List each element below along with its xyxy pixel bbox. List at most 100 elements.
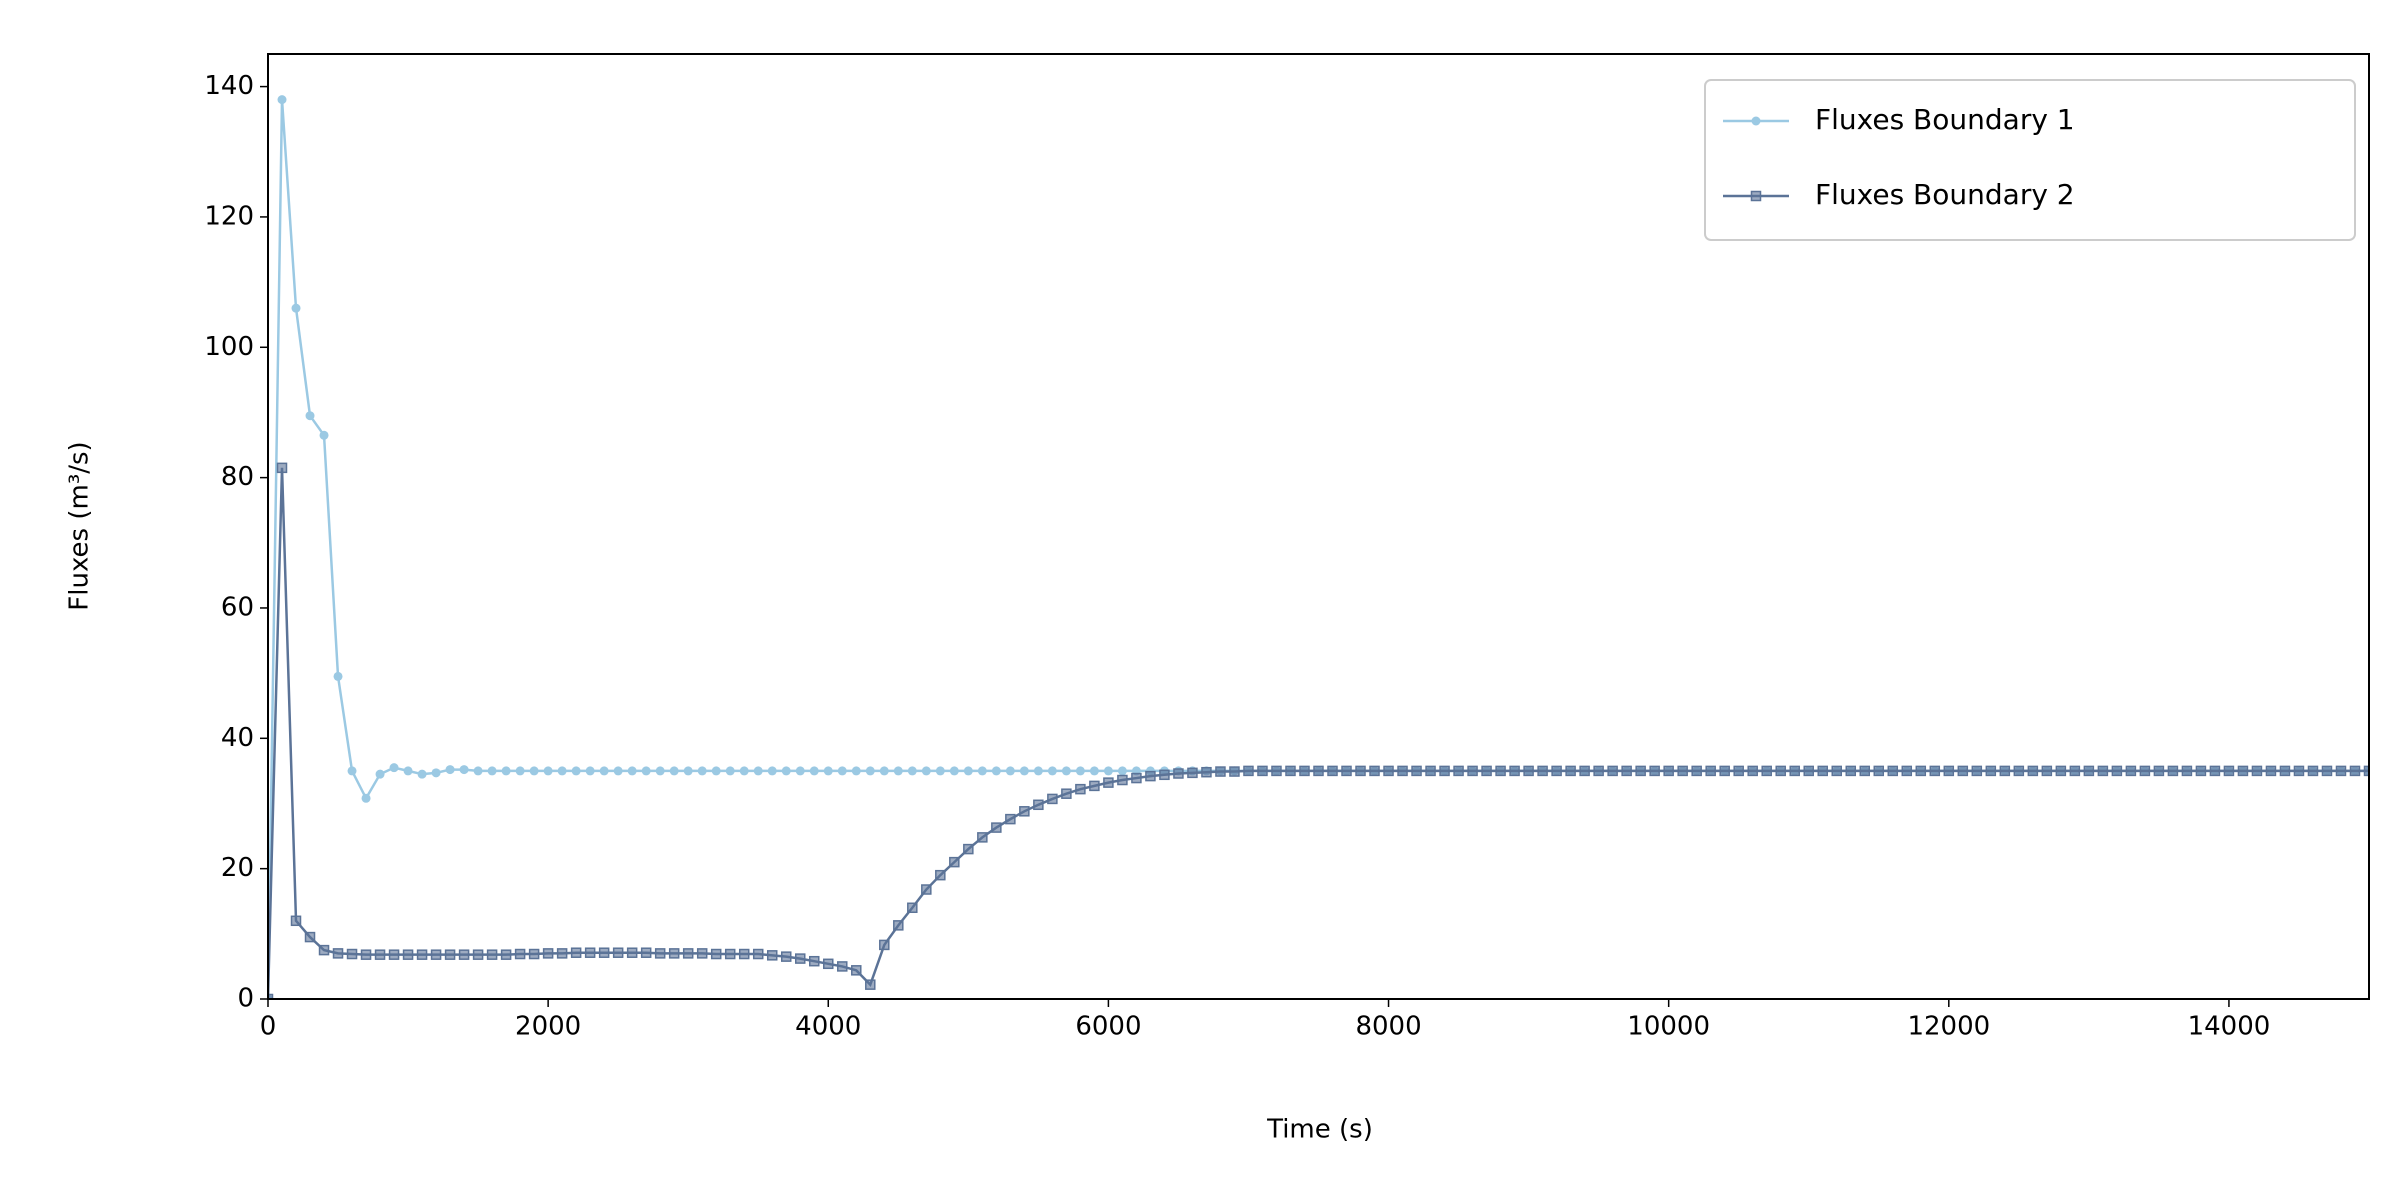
- marker: [865, 766, 875, 776]
- x-tick-label: 4000: [795, 1012, 861, 1042]
- marker: [529, 766, 539, 776]
- marker: [584, 947, 596, 958]
- marker: [935, 869, 946, 881]
- marker: [2279, 765, 2291, 777]
- marker: [1005, 766, 1015, 776]
- y-tick-label: 100: [204, 332, 254, 362]
- x-tick-label: 8000: [1355, 1012, 1421, 1042]
- marker: [1803, 765, 1814, 777]
- marker: [1537, 765, 1548, 777]
- marker: [2223, 765, 2235, 777]
- marker: [837, 766, 847, 776]
- marker: [501, 766, 511, 776]
- marker: [837, 961, 848, 972]
- marker: [766, 950, 778, 961]
- marker: [2097, 765, 2109, 777]
- marker: [2111, 765, 2123, 777]
- marker: [781, 766, 791, 776]
- marker: [1677, 765, 1688, 777]
- marker: [431, 768, 441, 778]
- marker: [1789, 765, 1800, 777]
- marker: [318, 944, 330, 956]
- marker: [1453, 765, 1464, 777]
- marker: [809, 955, 820, 967]
- marker: [375, 769, 385, 779]
- x-tick-label: 12000: [1907, 1012, 1990, 1042]
- marker: [599, 766, 609, 776]
- marker: [1607, 765, 1618, 777]
- marker: [795, 953, 806, 964]
- marker: [851, 965, 862, 976]
- marker: [1621, 765, 1632, 777]
- marker: [1859, 765, 1871, 777]
- marker: [2349, 765, 2361, 777]
- marker: [1369, 765, 1380, 777]
- marker: [598, 947, 610, 958]
- marker: [514, 948, 526, 960]
- legend-label: Fluxes Boundary 2: [1815, 178, 2075, 211]
- marker: [2209, 765, 2221, 777]
- marker: [1033, 766, 1043, 776]
- marker: [612, 947, 624, 958]
- marker: [724, 948, 736, 960]
- marker: [626, 947, 638, 958]
- marker: [291, 303, 301, 313]
- marker: [543, 766, 553, 776]
- marker: [500, 949, 512, 960]
- marker: [2153, 765, 2165, 777]
- marker: [1845, 765, 1857, 777]
- marker: [515, 766, 525, 776]
- series-line: [268, 467, 2369, 999]
- marker: [907, 766, 917, 776]
- marker: [1873, 765, 1885, 777]
- plot-area: [268, 95, 2369, 999]
- plot-frame: [267, 53, 2370, 1000]
- marker: [1831, 765, 1842, 777]
- marker: [949, 856, 960, 868]
- marker: [1075, 783, 1086, 795]
- marker: [1495, 765, 1506, 777]
- y-tick-label: 40: [221, 723, 254, 753]
- marker: [1215, 766, 1226, 777]
- marker: [1145, 770, 1156, 782]
- marker: [486, 949, 498, 960]
- marker: [641, 766, 651, 776]
- marker: [389, 763, 399, 773]
- y-tick-label: 80: [221, 462, 254, 492]
- legend-label: Fluxes Boundary 1: [1815, 103, 2075, 136]
- marker: [473, 766, 483, 776]
- marker: [1999, 765, 2011, 777]
- marker: [865, 979, 876, 990]
- marker: [571, 766, 581, 776]
- marker: [1089, 766, 1099, 776]
- marker: [2293, 765, 2305, 777]
- legend-marker: [1750, 190, 1762, 202]
- marker: [725, 766, 735, 776]
- marker: [1649, 765, 1660, 777]
- marker: [290, 915, 302, 927]
- x-tick-label: 14000: [2188, 1012, 2271, 1042]
- marker: [346, 948, 358, 960]
- x-tick-label: 0: [260, 1012, 277, 1042]
- marker: [1005, 813, 1016, 825]
- marker: [1509, 765, 1520, 777]
- marker: [1047, 793, 1058, 805]
- marker: [1117, 766, 1127, 776]
- marker: [1201, 766, 1212, 778]
- x-tick-label: 2000: [515, 1012, 581, 1042]
- marker: [360, 949, 372, 960]
- marker: [1425, 765, 1436, 777]
- marker: [823, 766, 833, 776]
- marker: [1061, 788, 1072, 799]
- marker: [2167, 765, 2179, 777]
- marker: [613, 766, 623, 776]
- marker: [585, 766, 595, 776]
- marker: [332, 948, 344, 959]
- marker: [403, 766, 413, 776]
- marker: [458, 949, 470, 960]
- marker: [472, 949, 484, 960]
- marker: [893, 920, 904, 931]
- marker: [361, 793, 371, 803]
- marker: [668, 948, 680, 959]
- marker: [1523, 765, 1534, 777]
